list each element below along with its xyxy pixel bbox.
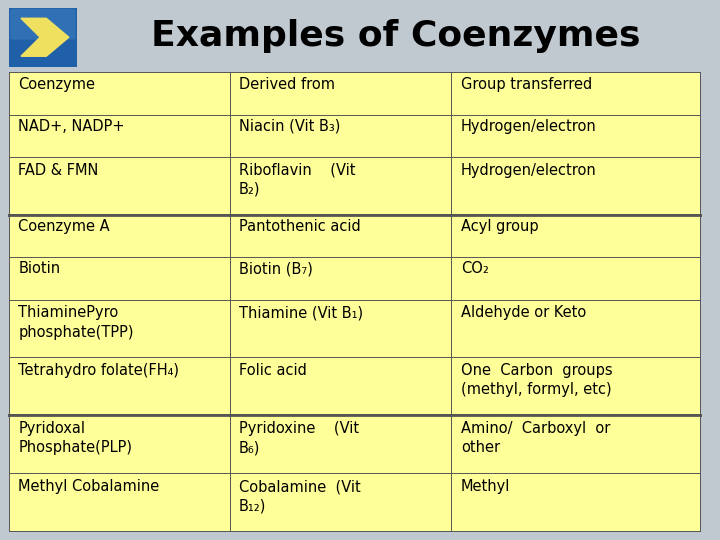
Text: Amino/  Carboxyl  or
other: Amino/ Carboxyl or other: [461, 421, 611, 455]
Text: Tetrahydro folate(FH₄): Tetrahydro folate(FH₄): [18, 363, 179, 379]
Text: Biotin (B₇): Biotin (B₇): [239, 261, 313, 276]
Text: Pyridoxal
Phosphate(PLP): Pyridoxal Phosphate(PLP): [18, 421, 132, 455]
Text: NAD+, NADP+: NAD+, NADP+: [18, 119, 125, 134]
Text: Thiamine (Vit B₁): Thiamine (Vit B₁): [239, 305, 363, 320]
Text: Methyl Cobalamine: Methyl Cobalamine: [18, 479, 159, 494]
Text: Coenzyme: Coenzyme: [18, 77, 95, 92]
Text: One  Carbon  groups
(methyl, formyl, etc): One Carbon groups (methyl, formyl, etc): [461, 363, 613, 397]
Text: CO₂: CO₂: [461, 261, 489, 276]
Text: Derived from: Derived from: [239, 77, 335, 92]
Text: FAD & FMN: FAD & FMN: [18, 163, 99, 178]
Text: Coenzyme A: Coenzyme A: [18, 219, 110, 234]
Text: Methyl: Methyl: [461, 479, 510, 494]
Text: Pantothenic acid: Pantothenic acid: [239, 219, 361, 234]
Text: ThiaminePyro
phosphate(TPP): ThiaminePyro phosphate(TPP): [18, 305, 134, 340]
Text: Riboflavin    (Vit
B₂): Riboflavin (Vit B₂): [239, 163, 356, 197]
Text: Aldehyde or Keto: Aldehyde or Keto: [461, 305, 586, 320]
FancyBboxPatch shape: [6, 6, 79, 69]
Text: Niacin (Vit B₃): Niacin (Vit B₃): [239, 119, 341, 134]
Text: Hydrogen/electron: Hydrogen/electron: [461, 119, 597, 134]
Text: Acyl group: Acyl group: [461, 219, 539, 234]
FancyBboxPatch shape: [10, 9, 76, 39]
Polygon shape: [21, 18, 69, 56]
Text: Hydrogen/electron: Hydrogen/electron: [461, 163, 597, 178]
Text: Folic acid: Folic acid: [239, 363, 307, 379]
Text: Cobalamine  (Vit
B₁₂): Cobalamine (Vit B₁₂): [239, 479, 361, 514]
Text: Pyridoxine    (Vit
B₆): Pyridoxine (Vit B₆): [239, 421, 359, 455]
Text: Group transferred: Group transferred: [461, 77, 593, 92]
Text: Examples of Coenzymes: Examples of Coenzymes: [151, 19, 641, 52]
Text: Biotin: Biotin: [18, 261, 60, 276]
